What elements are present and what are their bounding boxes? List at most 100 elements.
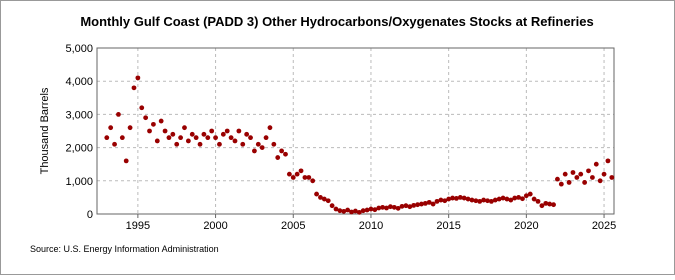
data-point [380, 204, 386, 210]
data-point [492, 197, 498, 203]
data-point [127, 125, 133, 131]
x-tick-label: 2015 [436, 220, 460, 232]
data-point [185, 138, 191, 144]
data-point [252, 148, 257, 154]
data-point [306, 175, 312, 180]
data-point [139, 105, 145, 111]
data-point [403, 203, 409, 209]
data-point [446, 196, 452, 202]
data-point [387, 204, 393, 210]
data-point [438, 197, 444, 203]
data-point [329, 203, 335, 209]
data-point [197, 141, 203, 147]
data-point [399, 203, 405, 209]
data-point [236, 128, 242, 134]
data-point [263, 135, 269, 141]
data-point [143, 115, 149, 121]
data-point [450, 195, 455, 201]
data-point [597, 178, 603, 184]
y-tick-label: 5,000 [65, 43, 93, 55]
x-tick-label: 2025 [592, 220, 616, 232]
data-point [582, 180, 588, 185]
data-point [147, 128, 152, 134]
data-point [523, 193, 529, 199]
data-point [415, 202, 420, 208]
data-point [104, 135, 110, 141]
data-point [570, 170, 576, 175]
data-point [442, 198, 448, 204]
data-point [131, 85, 137, 91]
data-point [512, 195, 518, 201]
data-point [294, 171, 300, 177]
data-point [255, 141, 261, 147]
data-point [201, 131, 207, 137]
data-point [333, 206, 339, 212]
x-tick-label: 1995 [126, 220, 150, 232]
data-point [151, 121, 156, 127]
data-point [248, 135, 253, 141]
data-point [213, 135, 218, 141]
data-point [488, 198, 494, 204]
y-axis-label: Thousand Barrels [39, 87, 51, 174]
data-point [496, 196, 502, 202]
data-point [170, 131, 176, 137]
data-point [586, 168, 591, 174]
data-point [123, 158, 129, 164]
data-point [116, 112, 121, 117]
data-point [469, 197, 475, 203]
data-point [220, 131, 226, 137]
data-point [601, 171, 607, 177]
data-point [298, 168, 304, 174]
data-point [376, 205, 382, 211]
data-point [609, 175, 615, 180]
data-point [259, 145, 265, 151]
data-point [454, 195, 459, 201]
data-point [391, 204, 397, 210]
data-point [271, 141, 277, 147]
data-point [578, 171, 584, 177]
data-point [325, 198, 331, 204]
data-point [508, 197, 514, 203]
data-point [224, 128, 230, 134]
data-point [461, 195, 467, 201]
data-point [481, 197, 487, 203]
data-point [593, 161, 599, 167]
data-point [321, 196, 327, 202]
data-point [562, 171, 568, 177]
data-point [244, 131, 250, 137]
data-point [228, 135, 234, 141]
data-point [302, 175, 308, 180]
data-point [193, 135, 199, 141]
data-point [314, 191, 319, 197]
grid-layer: 0 1,000 2,000 3,000 4,000 5,000 1995 2000 2005 20… [65, 43, 616, 232]
data-point [349, 209, 354, 215]
data-point [174, 141, 180, 147]
data-point [516, 195, 521, 200]
data-point [368, 206, 374, 212]
data-point [419, 201, 424, 207]
data-point [154, 138, 160, 144]
plot-border [96, 47, 615, 215]
data-point [395, 205, 401, 211]
data-point [166, 135, 172, 141]
data-point [558, 181, 564, 187]
y-tick-label: 2,000 [65, 143, 93, 155]
data-point [364, 207, 370, 213]
data-point [290, 175, 296, 180]
x-tick-label: 2005 [281, 220, 305, 232]
data-point [182, 125, 187, 131]
data-point [434, 198, 440, 204]
data-point [551, 202, 556, 208]
data-point [337, 208, 343, 214]
data-point [341, 208, 347, 214]
data-point [286, 171, 292, 177]
data-point [345, 207, 351, 213]
data-point [407, 204, 413, 210]
data-point [353, 208, 358, 214]
data-point [135, 75, 141, 81]
data-point [310, 178, 316, 184]
data-point [535, 198, 541, 204]
x-tick-label: 2020 [514, 220, 538, 232]
